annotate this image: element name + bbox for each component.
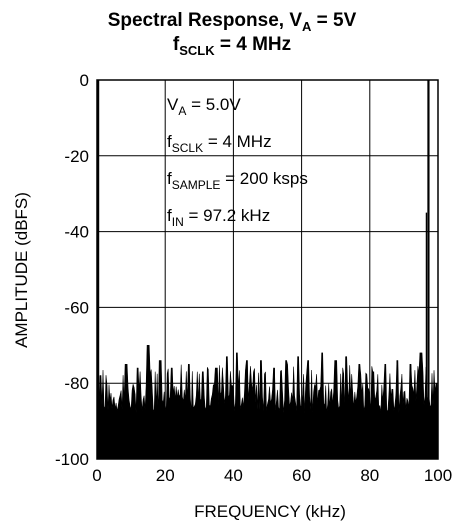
y-tick-label: -100: [55, 450, 89, 469]
x-tick-label: 60: [292, 466, 311, 485]
annotation-sub: SAMPLE: [172, 178, 221, 192]
annotation-main: f: [167, 169, 172, 188]
chart-title-line1: Spectral Response, VA = 5V: [108, 10, 357, 34]
y-tick-label: -20: [64, 147, 89, 166]
x-tick-labels: 0 20 40 60 80 100: [92, 466, 452, 485]
x-axis-label: FREQUENCY (kHz): [194, 502, 346, 521]
annotation-tail: = 4 MHz: [203, 132, 272, 151]
x-tick-label: 100: [424, 466, 452, 485]
annotation-tail: = 97.2 kHz: [184, 206, 270, 225]
annotation-line: VA = 5.0V: [167, 95, 241, 118]
y-tick-label: -60: [64, 298, 89, 317]
annotation-tail: = 200 ksps: [220, 169, 307, 188]
title2-tail: = 4 MHz: [215, 34, 292, 55]
x-tick-label: 0: [92, 466, 101, 485]
annotation-main: V: [167, 95, 179, 114]
annotation-tail: = 5.0V: [186, 95, 241, 114]
y-tick-label: 0: [80, 71, 89, 90]
title2-main: f: [173, 34, 180, 55]
title1-main: Spectral Response, V: [108, 10, 303, 31]
annotation-sub: IN: [172, 215, 184, 229]
annotation-line: fSCLK = 4 MHz: [167, 132, 272, 155]
annotation-main: f: [167, 132, 172, 151]
chart-title-line2: fSCLK = 4 MHz: [173, 34, 291, 58]
y-axis-label: AMPLITUDE (dBFS): [12, 192, 31, 348]
x-tick-label: 20: [156, 466, 175, 485]
x-tick-label: 40: [224, 466, 243, 485]
noise-floor: [96, 345, 439, 460]
y-tick-labels: 0 -20 -40 -60 -80 -100: [55, 71, 89, 469]
annotation-line: fIN = 97.2 kHz: [167, 206, 270, 229]
annotation-sub: SCLK: [172, 141, 203, 155]
spectrum-series: [96, 80, 439, 460]
title1-tail: = 5V: [311, 10, 356, 31]
annotation-line: fSAMPLE = 200 ksps: [167, 169, 308, 192]
annotation-sub: A: [178, 104, 186, 118]
title1-sub: A: [302, 19, 312, 34]
x-tick-label: 80: [360, 466, 379, 485]
y-tick-label: -40: [64, 223, 89, 242]
title2-sub: SCLK: [179, 43, 215, 58]
annotation-main: f: [167, 206, 172, 225]
y-tick-label: -80: [64, 374, 89, 393]
plot-frame: [96, 79, 439, 460]
